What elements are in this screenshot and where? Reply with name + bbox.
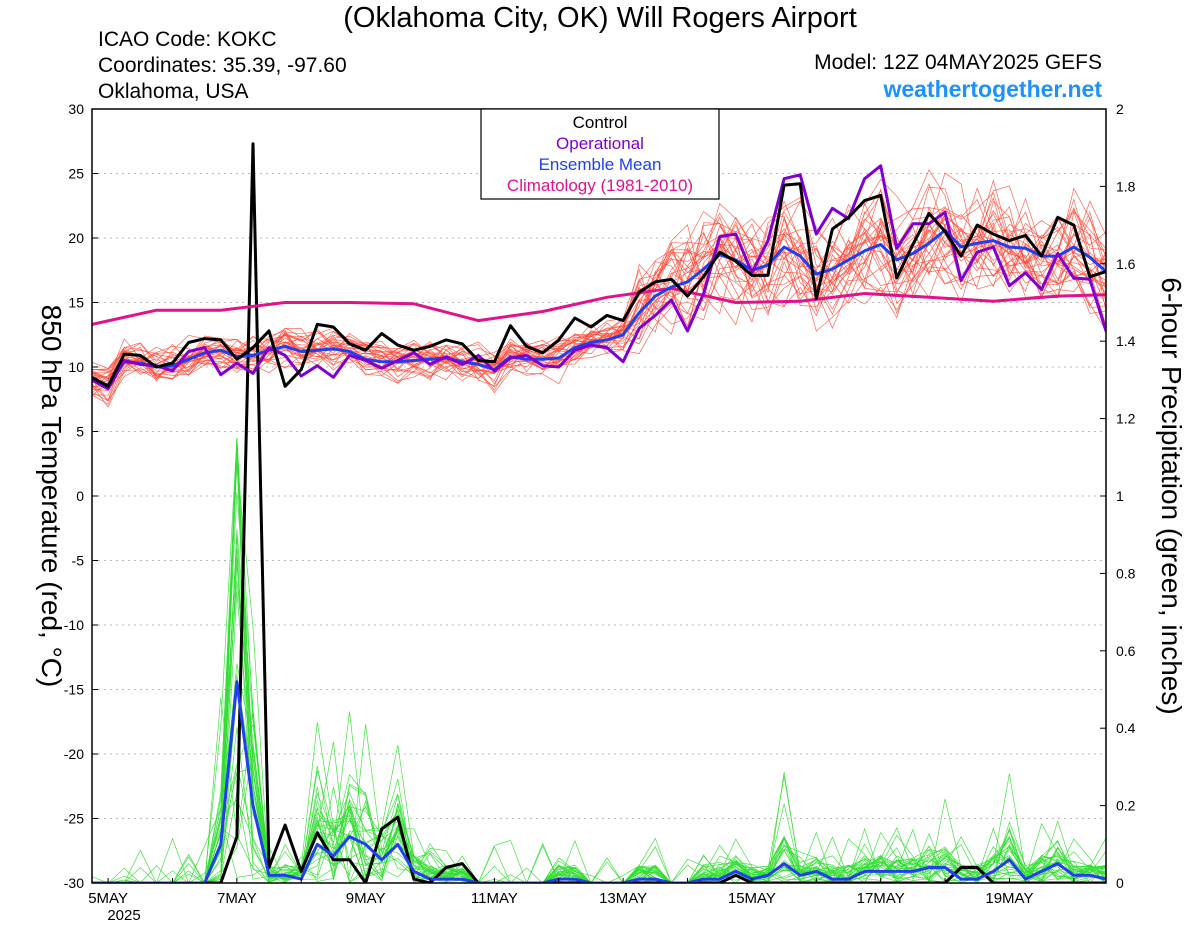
right-tick-label: 1.6 [1116,256,1136,272]
left-tick-label: -15 [64,682,84,698]
right-tick-label: 0.6 [1116,643,1136,659]
temp-member-line [92,210,1106,391]
x-tick-label: 19MAY [985,890,1033,907]
x-tick-label: 13MAY [599,890,647,907]
left-tick-label: 25 [68,166,84,182]
temp-member-line [92,211,1106,402]
legend-ensemble-mean: Ensemble Mean [539,155,662,174]
right-tick-label: 0.8 [1116,565,1136,581]
left-tick-label: -10 [64,617,84,633]
x-year-label: 2025 [107,907,140,924]
right-tick-label: 1.2 [1116,411,1136,427]
right-axis-label: 6-hour Precipitation (green, inches) [1156,277,1187,714]
left-axis-label: 850 hPa Temperature (red, °C) [36,305,67,688]
legend: Control Operational Ensemble Mean Climat… [480,108,720,200]
coordinates: Coordinates: 35.39, -97.60 [98,54,347,77]
climatology-1981-2010-temperature-line [92,286,1106,326]
legend-climatology: Climatology (1981-2010) [507,176,693,195]
x-tick-label: 11MAY [471,890,518,907]
page-title: (Oklahoma City, OK) Will Rogers Airport [343,2,857,34]
left-tick-label: -30 [64,875,84,891]
right-tick-label: 0 [1116,875,1124,891]
location: Oklahoma, USA [98,80,249,103]
x-tick-label: 7MAY [217,890,257,907]
x-tick-label: 15MAY [728,890,776,907]
control-precipitation-line [92,142,1106,883]
x-tick-label: 5MAY [88,890,128,907]
operational-temperature-line [92,164,1106,391]
left-tick-label: -5 [72,553,85,569]
left-tick-label: -20 [64,746,84,762]
left-tick-label: 30 [68,101,84,117]
left-tick-label: -25 [64,811,84,827]
right-tick-label: 0.4 [1116,720,1136,736]
right-tick-label: 1.4 [1116,333,1136,349]
legend-operational: Operational [556,134,644,153]
x-tick-label: 17MAY [857,890,905,907]
right-axis: 2 1.8 1.6 1.4 1.2 1 0.8 0.6 0.4 0.2 0 [1100,101,1136,891]
left-tick-label: 10 [68,359,84,375]
left-axis: 30 25 20 15 10 5 0 -5 -10 -15 -20 -25 -30 [64,101,98,891]
left-tick-label: 15 [68,295,84,311]
highlight-series [92,142,1106,883]
temp-member-line [92,225,1106,382]
right-tick-label: 1 [1116,488,1124,504]
icao-code: ICAO Code: KOKC [98,28,277,51]
right-tick-label: 1.8 [1116,178,1136,194]
legend-box [480,108,720,200]
legend-control: Control [573,113,628,132]
control-temperature-line [92,182,1106,388]
model-run: Model: 12Z 04MAY2025 GEFS [814,51,1102,74]
temp-member-line [92,185,1106,382]
left-tick-label: 5 [76,424,84,440]
site-link[interactable]: weathertogether.net [883,76,1102,102]
temp-member-line [92,211,1106,396]
left-tick-label: 0 [76,488,84,504]
temp-member-line [92,169,1106,393]
right-tick-label: 0.2 [1116,798,1136,814]
right-tick-label: 2 [1116,101,1124,117]
left-tick-label: 20 [68,230,84,246]
x-tick-label: 9MAY [346,890,386,907]
ensemble-mean-precipitation-line [92,680,1106,883]
x-axis: 5MAY 7MAY 9MAY 11MAY 13MAY 15MAY 17MAY 19MAY [88,878,1075,907]
